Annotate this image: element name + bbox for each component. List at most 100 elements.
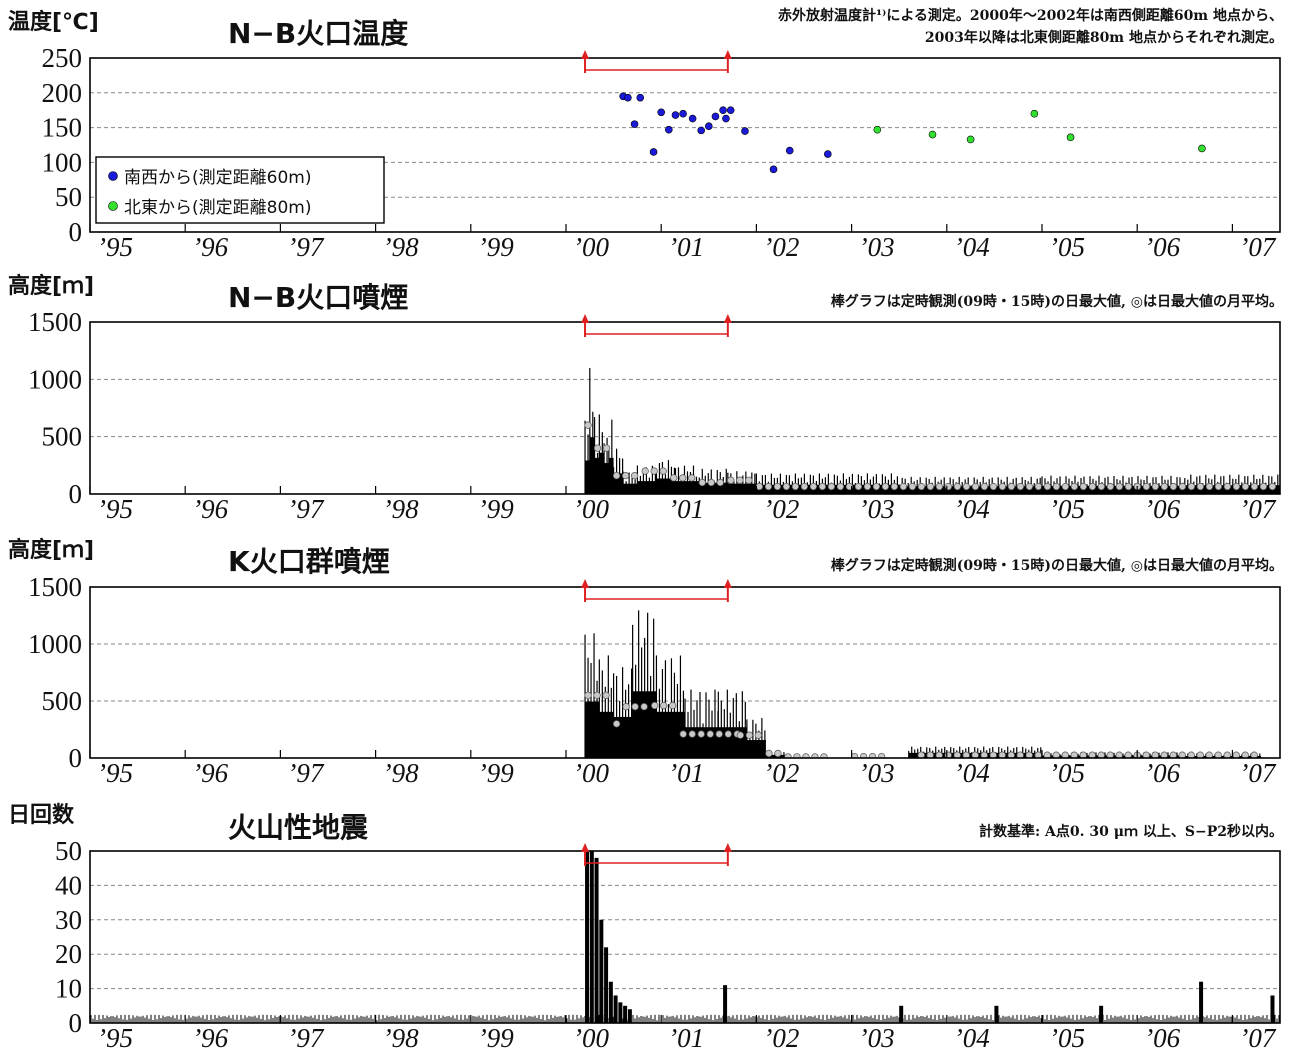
monthly-average-point — [1187, 482, 1196, 491]
x-tick-label: ’98 — [383, 232, 419, 262]
chart-title: K火口群噴煙 — [228, 545, 390, 578]
y-tick-label: 50 — [55, 182, 82, 212]
monthly-average-point — [754, 731, 763, 739]
monthly-average-point — [1088, 751, 1096, 758]
data-point — [785, 146, 794, 155]
monthly-average-point — [935, 482, 944, 491]
data-point — [873, 125, 882, 134]
data-point — [657, 108, 666, 117]
monthly-average-point — [1196, 751, 1204, 758]
data-point — [688, 114, 697, 123]
monthly-average-point — [670, 474, 678, 482]
data-bar — [604, 947, 609, 1023]
y-tick-label: 100 — [42, 147, 83, 177]
legend-box — [95, 156, 385, 224]
data-point — [630, 120, 639, 128]
y-tick-label: 30 — [55, 905, 82, 935]
x-tick-label: ’05 — [1049, 232, 1085, 262]
monthly-average-point — [1079, 482, 1088, 491]
monthly-average-point — [1097, 482, 1106, 491]
monthly-average-point — [1124, 482, 1133, 491]
x-tick-label: ’07 — [1239, 494, 1276, 524]
arrow-head — [581, 314, 590, 323]
monthly-average-point — [1178, 482, 1187, 491]
x-tick-label: ’97 — [287, 494, 324, 524]
y-tick-label: 10 — [55, 974, 82, 1004]
monthly-average-point — [1223, 751, 1231, 758]
x-tick-label: ’04 — [954, 494, 990, 524]
data-bar — [727, 483, 757, 494]
monthly-average-point — [944, 482, 953, 491]
panel-k_plume: 高度[ｍ] K火口群噴煙 棒グラフは定時観測(09時・15時)の日最大値, ◎は日最… — [8, 537, 1283, 788]
x-tick-label: ’06 — [1144, 758, 1180, 788]
monthly-average-point — [697, 730, 705, 738]
monthly-average-point — [736, 476, 744, 484]
data-bar — [1184, 755, 1261, 758]
monthly-average-point — [593, 444, 602, 452]
legend-label: 北東から(測定距離80m) — [124, 198, 311, 218]
data-point — [823, 150, 832, 158]
monthly-average-point — [802, 753, 810, 758]
y-tick-label: 0 — [69, 1008, 83, 1038]
data-bar — [594, 457, 600, 494]
monthly-average-point — [716, 478, 724, 487]
plot-frame — [89, 586, 1281, 759]
monthly-average-point — [1142, 482, 1151, 491]
monthly-average-point — [989, 482, 998, 491]
monthly-average-point — [688, 730, 696, 738]
x-tick-label: ’03 — [859, 232, 895, 262]
data-point — [769, 165, 778, 174]
monthly-average-point — [622, 703, 630, 711]
monthly-average-point — [908, 482, 917, 491]
monthly-average-point — [791, 482, 800, 491]
data-point — [649, 148, 658, 156]
monthly-average-point — [736, 731, 745, 739]
y-tick-label: 150 — [42, 113, 83, 143]
data-bar — [585, 460, 590, 494]
arrow-head — [723, 579, 732, 588]
monthly-average-point — [745, 731, 754, 739]
x-tick-label: ’03 — [859, 758, 895, 788]
monthly-average-point — [1070, 482, 1079, 491]
monthly-average-point — [640, 703, 648, 711]
monthly-average-point — [1232, 482, 1241, 491]
data-bar — [1099, 1005, 1104, 1023]
monthly-average-point — [1043, 751, 1051, 758]
monthly-average-point — [809, 482, 818, 491]
monthly-average-point — [679, 730, 687, 738]
monthly-average-point — [774, 749, 782, 758]
plot-frame — [89, 850, 1281, 1024]
arrow-head — [723, 843, 732, 852]
monthly-average-point — [593, 691, 601, 699]
monthly-average-point — [584, 691, 592, 699]
monthly-average-point — [745, 476, 753, 484]
monthly-average-point — [872, 482, 881, 491]
arrow-head — [581, 50, 590, 59]
x-tick-label: ’00 — [573, 232, 609, 262]
x-tick-label: ’05 — [1049, 494, 1085, 524]
x-tick-label: ’95 — [97, 232, 133, 262]
monthly-average-point — [899, 482, 908, 491]
monthly-average-point — [602, 691, 610, 699]
monthly-average-point — [612, 720, 621, 728]
x-tick-label: ’00 — [573, 758, 609, 788]
monthly-average-point — [926, 482, 935, 491]
legend-label: 南西から(測定距離60m) — [124, 168, 311, 188]
monthly-average-point — [727, 476, 735, 484]
chart-note: 棒グラフは定時観測(09時・15時)の日最大値, ◎は日最大値の月平均。 — [831, 557, 1283, 574]
chart-note: 赤外放射温度計¹⁾による測定。2000年〜2002年は南西側距離60m 地点から… — [778, 7, 1283, 24]
y-tick-label: 500 — [42, 422, 83, 452]
data-point — [726, 106, 735, 114]
y-axis-label: 日回数 — [8, 802, 75, 828]
monthly-average-point — [621, 472, 630, 480]
legend: 南西から(測定距離60m) 北東から(測定距離80m) — [95, 156, 385, 224]
y-tick-label: 1500 — [28, 307, 82, 337]
data-bar — [618, 1002, 623, 1023]
legend-marker — [108, 171, 118, 181]
x-tick-label: ’02 — [763, 758, 799, 788]
monthly-average-point — [630, 472, 639, 480]
monthly-average-point — [1196, 482, 1205, 491]
arrow-head — [723, 314, 732, 323]
x-tick-label: ’96 — [192, 1023, 228, 1053]
monthly-average-point — [881, 482, 890, 491]
